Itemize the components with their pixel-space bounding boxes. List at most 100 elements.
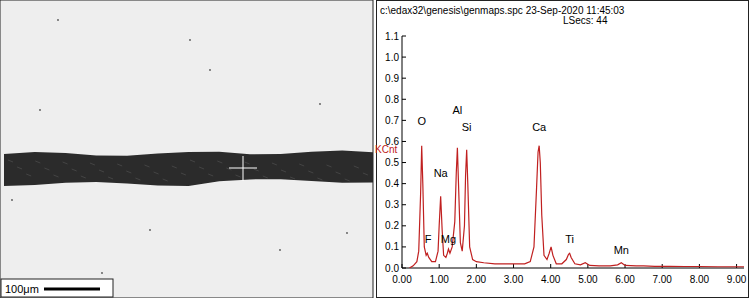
texture — [26, 174, 31, 176]
x-tick — [402, 264, 403, 268]
speck — [189, 39, 191, 41]
speck — [209, 69, 211, 71]
texture — [354, 166, 359, 168]
y-tick — [402, 36, 406, 37]
texture — [308, 171, 313, 173]
y-tick-label: 0.9 — [385, 73, 399, 84]
x-tick — [550, 264, 551, 268]
peak-label: Mg — [441, 233, 456, 245]
y-tick — [402, 120, 406, 121]
speck — [346, 232, 348, 234]
texture — [263, 176, 268, 178]
coating-layer — [4, 151, 373, 186]
x-tick-label: 9.00 — [727, 274, 747, 285]
texture — [72, 169, 77, 171]
texture — [163, 179, 168, 181]
peak-label: F — [425, 233, 432, 245]
x-tick-label: 4.00 — [541, 274, 561, 285]
texture — [327, 165, 332, 167]
y-tick-label: 0.3 — [385, 199, 399, 210]
y-tick-label: 0.5 — [385, 157, 399, 168]
speck — [57, 19, 59, 21]
x-axis — [402, 268, 744, 269]
x-tick-label: 8.00 — [690, 274, 710, 285]
figure: 100μmc:\edax32\genesis\genmaps.spc 23-Se… — [0, 0, 749, 298]
texture — [317, 178, 322, 180]
scale-bar-box — [1, 279, 113, 297]
peak-label: Ti — [565, 233, 574, 245]
peak-label: Mn — [614, 244, 629, 256]
y-tick — [402, 225, 406, 226]
peak-label: O — [417, 115, 426, 127]
y-tick-label: 0.1 — [385, 241, 399, 252]
x-tick-label: 5.00 — [578, 274, 598, 285]
y-tick — [402, 204, 406, 205]
texture — [208, 174, 213, 176]
x-tick — [476, 264, 477, 268]
subtitle: LSecs: 44 — [563, 15, 608, 26]
x-tick-label: 0.00 — [392, 274, 412, 285]
texture — [199, 167, 204, 169]
x-tick-label: 7.00 — [652, 274, 672, 285]
texture — [35, 161, 40, 163]
y-tick — [402, 57, 406, 58]
spectrum-line — [409, 146, 744, 268]
speck — [101, 272, 103, 274]
texture — [54, 175, 59, 177]
peak-label: Ca — [532, 121, 547, 133]
texture — [217, 161, 222, 163]
crosshair — [243, 156, 244, 181]
texture — [135, 178, 140, 180]
x-tick-label: 2.00 — [467, 274, 487, 285]
y-tick — [402, 183, 406, 184]
plot-area — [409, 146, 744, 268]
y-tick-label: 0.8 — [385, 94, 399, 105]
texture — [154, 172, 159, 174]
y-tick — [402, 78, 406, 79]
panel-frame — [377, 1, 749, 298]
speck — [11, 199, 13, 201]
texture — [272, 163, 277, 165]
y-tick-label: 0.2 — [385, 220, 399, 231]
texture — [117, 164, 122, 166]
scale-bar — [44, 288, 100, 291]
y-tick-label: 0.0 — [385, 263, 399, 274]
sem-image: 100μm — [0, 0, 373, 298]
peak-label: Na — [434, 167, 449, 179]
speck — [39, 109, 41, 111]
texture — [299, 164, 304, 166]
texture — [281, 170, 286, 172]
speck — [279, 249, 281, 251]
texture — [8, 160, 13, 162]
texture — [17, 167, 22, 169]
texture — [63, 162, 68, 164]
texture — [345, 179, 350, 181]
texture — [172, 166, 177, 168]
texture — [290, 177, 295, 179]
y-tick — [402, 99, 406, 100]
y-tick — [402, 268, 406, 269]
texture — [99, 170, 104, 172]
peak-label: Al — [452, 104, 462, 116]
x-tick — [513, 264, 514, 268]
texture — [245, 162, 250, 164]
y-tick-label: 0.4 — [385, 178, 399, 189]
texture — [145, 165, 150, 167]
texture — [81, 176, 86, 178]
peak-label: Si — [462, 121, 472, 133]
x-tick-label: 3.00 — [504, 274, 524, 285]
x-tick-label: 6.00 — [615, 274, 635, 285]
x-tick — [736, 264, 737, 268]
axes: 0.00.10.20.30.40.50.60.70.80.91.01.10.00… — [385, 31, 747, 286]
speck — [149, 229, 151, 231]
speck — [319, 103, 321, 105]
texture — [44, 168, 49, 170]
texture — [90, 163, 95, 165]
sem-background — [0, 0, 373, 298]
x-tick-label: 1.00 — [429, 274, 449, 285]
texture — [336, 172, 341, 174]
y-tick — [402, 246, 406, 247]
texture — [126, 171, 131, 173]
y-tick-label: 1.0 — [385, 52, 399, 63]
y-tick-label: 1.1 — [385, 31, 399, 42]
